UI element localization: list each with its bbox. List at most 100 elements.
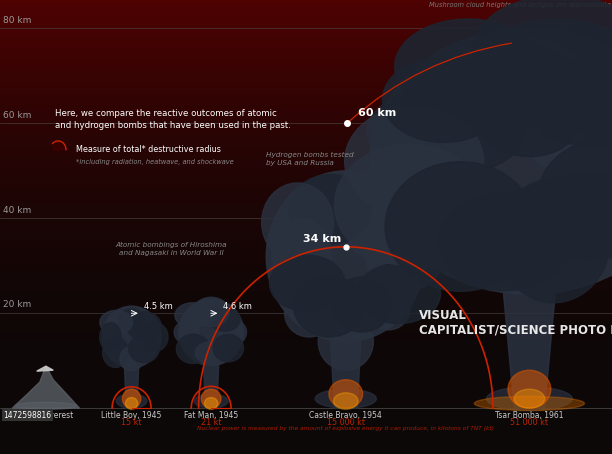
Text: 60 km: 60 km	[358, 109, 397, 118]
Text: Tsar Bomba, 1961: Tsar Bomba, 1961	[495, 410, 564, 419]
Ellipse shape	[487, 387, 572, 410]
Ellipse shape	[125, 398, 138, 410]
Ellipse shape	[315, 389, 376, 408]
Ellipse shape	[422, 35, 585, 119]
Text: 40 km: 40 km	[3, 206, 31, 215]
Polygon shape	[502, 275, 557, 408]
Polygon shape	[329, 304, 362, 408]
Ellipse shape	[116, 394, 147, 408]
Ellipse shape	[100, 311, 132, 335]
Ellipse shape	[548, 62, 612, 138]
Ellipse shape	[474, 0, 612, 100]
Ellipse shape	[332, 277, 392, 332]
Text: 15 kt: 15 kt	[121, 418, 142, 427]
Ellipse shape	[334, 393, 358, 410]
Text: Castle Bravo, 1954: Castle Bravo, 1954	[310, 410, 382, 419]
Ellipse shape	[398, 60, 549, 158]
Ellipse shape	[120, 346, 143, 371]
Ellipse shape	[100, 323, 121, 351]
Ellipse shape	[439, 193, 571, 291]
Ellipse shape	[126, 312, 161, 340]
Ellipse shape	[367, 87, 525, 176]
Polygon shape	[12, 366, 80, 408]
Ellipse shape	[209, 308, 240, 331]
Ellipse shape	[218, 319, 247, 345]
Polygon shape	[203, 346, 219, 408]
Ellipse shape	[261, 183, 334, 262]
Text: 4.5 km: 4.5 km	[144, 302, 173, 311]
Ellipse shape	[474, 396, 584, 410]
Ellipse shape	[272, 218, 331, 294]
Ellipse shape	[318, 313, 373, 370]
Ellipse shape	[370, 29, 612, 294]
Text: 1472598816: 1472598816	[3, 410, 51, 419]
Ellipse shape	[176, 334, 210, 364]
Ellipse shape	[480, 90, 578, 157]
Text: 34 km: 34 km	[303, 234, 341, 244]
Ellipse shape	[195, 342, 227, 364]
Ellipse shape	[456, 43, 578, 128]
Text: 80 km: 80 km	[3, 16, 31, 25]
Text: Little Boy, 1945: Little Boy, 1945	[102, 410, 162, 419]
Ellipse shape	[269, 255, 345, 311]
Ellipse shape	[266, 171, 425, 342]
Ellipse shape	[193, 297, 230, 326]
Ellipse shape	[510, 174, 612, 260]
Ellipse shape	[508, 370, 551, 408]
Text: 21 kt: 21 kt	[201, 418, 222, 427]
Text: 51 000 kt: 51 000 kt	[510, 418, 548, 427]
Text: 15 000 kt: 15 000 kt	[327, 418, 365, 427]
Ellipse shape	[514, 389, 545, 408]
Ellipse shape	[366, 221, 444, 291]
Text: VISUAL
CAPITALIST/SCIENCE PHOTO LIBRA: VISUAL CAPITALIST/SCIENCE PHOTO LIBRA	[419, 309, 612, 337]
Text: 60 km: 60 km	[3, 111, 31, 119]
Ellipse shape	[122, 389, 141, 408]
Ellipse shape	[213, 335, 244, 362]
Ellipse shape	[285, 290, 334, 337]
Ellipse shape	[201, 389, 221, 408]
Text: Here, we compare the reactive outcomes of atomic
and hydrogen bombs that have be: Here, we compare the reactive outcomes o…	[55, 109, 291, 130]
Text: 4.6 km: 4.6 km	[223, 302, 252, 311]
Ellipse shape	[578, 33, 612, 118]
Ellipse shape	[514, 57, 612, 146]
Ellipse shape	[472, 20, 612, 122]
Text: *including radiation, heatwave, and shockwave: *including radiation, heatwave, and shoc…	[76, 159, 234, 165]
Text: Atomic bombings of Hiroshima
and Nagasaki in World War II: Atomic bombings of Hiroshima and Nagasak…	[116, 242, 227, 257]
Ellipse shape	[102, 306, 161, 368]
Text: Fat Man, 1945: Fat Man, 1945	[184, 410, 238, 419]
Text: Nuclear power is measured by the amount of explosive energy it can produce, in k: Nuclear power is measured by the amount …	[197, 426, 494, 431]
Ellipse shape	[194, 394, 228, 408]
Text: Measure of total* destructive radius: Measure of total* destructive radius	[76, 145, 222, 154]
Ellipse shape	[345, 202, 419, 260]
Ellipse shape	[294, 276, 364, 337]
Ellipse shape	[329, 380, 362, 408]
Ellipse shape	[357, 263, 441, 324]
Ellipse shape	[570, 109, 612, 213]
Ellipse shape	[103, 337, 129, 367]
Ellipse shape	[367, 287, 410, 330]
Text: Mushroom cloud heights and designs are approximate: Mushroom cloud heights and designs are a…	[429, 2, 611, 9]
Ellipse shape	[175, 303, 211, 328]
Ellipse shape	[174, 321, 199, 344]
Ellipse shape	[179, 299, 244, 365]
Polygon shape	[37, 366, 53, 371]
Ellipse shape	[204, 398, 218, 410]
Ellipse shape	[141, 322, 168, 351]
Ellipse shape	[129, 335, 159, 363]
Ellipse shape	[497, 179, 610, 303]
Ellipse shape	[15, 402, 76, 410]
Ellipse shape	[395, 19, 542, 114]
Ellipse shape	[118, 309, 145, 332]
Ellipse shape	[333, 171, 398, 224]
Text: Hydrogen bombs tested
by USA and Russia: Hydrogen bombs tested by USA and Russia	[266, 152, 354, 166]
Ellipse shape	[289, 174, 371, 245]
Ellipse shape	[334, 144, 484, 266]
Ellipse shape	[382, 57, 505, 143]
Text: Mount Everest: Mount Everest	[18, 410, 73, 419]
Text: 20 km: 20 km	[3, 301, 31, 310]
Ellipse shape	[385, 162, 536, 291]
Ellipse shape	[521, 79, 612, 183]
Polygon shape	[124, 351, 140, 408]
Ellipse shape	[345, 106, 483, 217]
Ellipse shape	[539, 135, 612, 253]
